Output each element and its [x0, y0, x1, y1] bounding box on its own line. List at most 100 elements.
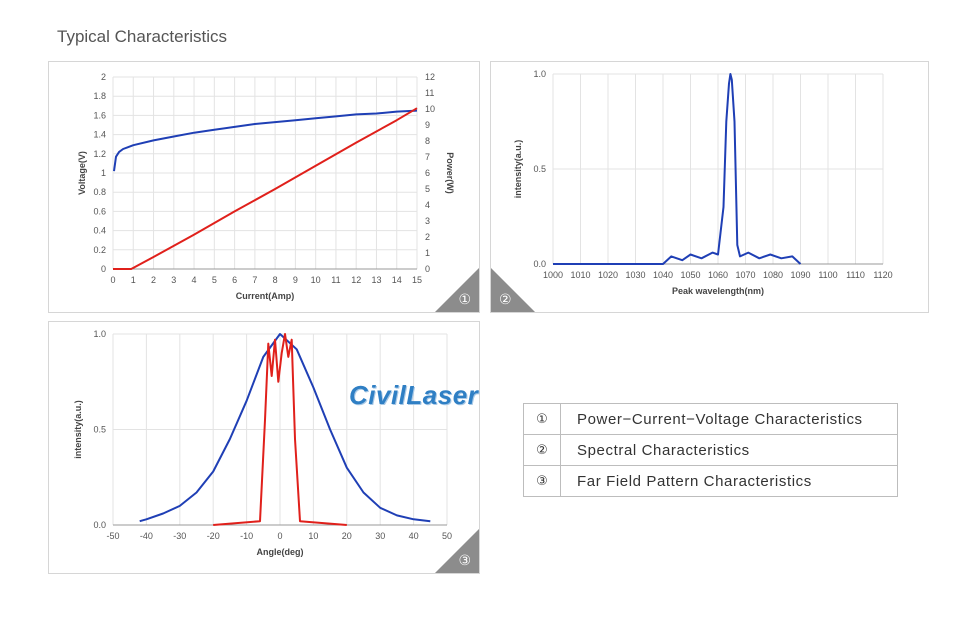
x-tick-label: 7 — [252, 275, 257, 285]
y-tick-label: 0.5 — [533, 164, 546, 174]
series-line-red — [113, 107, 418, 270]
y2-tick-label: 9 — [425, 120, 430, 130]
y-tick-label: 2 — [101, 72, 106, 82]
y-axis-title: intensity(a.u.) — [73, 400, 83, 459]
x-tick-label: 1080 — [763, 270, 783, 280]
y2-tick-label: 4 — [425, 200, 430, 210]
x-tick-label: 13 — [371, 275, 381, 285]
x-tick-label: 1060 — [708, 270, 728, 280]
x-tick-label: 8 — [273, 275, 278, 285]
x-tick-label: -50 — [106, 531, 119, 541]
y-tick-label: 1.6 — [93, 110, 106, 120]
y-tick-label: 1.0 — [533, 69, 546, 79]
x-axis-title: Peak wavelength(nm) — [672, 286, 764, 296]
series-line-blue — [553, 73, 802, 265]
x-tick-label: 6 — [232, 275, 237, 285]
x-axis-title: Current(Amp) — [236, 291, 295, 301]
x-tick-label: 1110 — [846, 270, 865, 280]
y2-tick-label: 0 — [425, 264, 430, 274]
x-tick-label: 1120 — [873, 270, 892, 280]
y2-tick-label: 2 — [425, 232, 430, 242]
x-tick-label: -30 — [173, 531, 186, 541]
x-tick-label: -20 — [207, 531, 220, 541]
x-tick-label: 20 — [342, 531, 352, 541]
series-line-blue — [113, 109, 418, 172]
x-tick-label: 1100 — [818, 270, 837, 280]
y-tick-label: 0.5 — [93, 425, 106, 435]
x-tick-label: 1030 — [625, 270, 645, 280]
y-tick-label: 0.0 — [533, 259, 546, 269]
panel-number-1: ① — [458, 292, 471, 308]
x-tick-label: 15 — [412, 275, 422, 285]
x-tick-label: 3 — [171, 275, 176, 285]
spectrum-chart-panel: 1000 1010 1020 1030 1040 1050 1060 1070 1080 1090… — [490, 61, 929, 313]
y-tick-label: 1.2 — [93, 149, 106, 159]
piv-chart-panel: 0 1 2 3 4 5 6 7 8 9 10 11 12 13 14 15 0 0.2 0.4 0.6 0.8 1 1.2 1… — [48, 61, 480, 313]
x-tick-label: 10 — [311, 275, 321, 285]
x-tick-label: 5 — [212, 275, 217, 285]
y-tick-label: 0.6 — [93, 206, 106, 216]
x-tick-label: 0 — [277, 531, 282, 541]
y-axis-title: intensity(a.u.) — [513, 140, 523, 199]
spectrum-chart: 1000 1010 1020 1030 1040 1050 1060 1070 1080 1090… — [513, 69, 893, 296]
y2-tick-label: 7 — [425, 152, 430, 162]
legend-row: ② Spectral Characteristics — [523, 434, 898, 466]
legend-label: Far Field Pattern Characteristics — [560, 465, 898, 497]
y2-tick-label: 3 — [425, 216, 430, 226]
y-tick-label: 1.8 — [93, 91, 106, 101]
x-tick-label: 1050 — [680, 270, 700, 280]
x-tick-label: 1000 — [543, 270, 563, 280]
x-tick-label: -10 — [240, 531, 253, 541]
panel-corner-marker — [491, 268, 535, 312]
legend-number: ① — [523, 403, 561, 435]
civillaser-logo-watermark: CivilLaser — [349, 380, 479, 410]
x-tick-label: 30 — [375, 531, 385, 541]
x-tick-label: 9 — [293, 275, 298, 285]
y2-tick-label: 8 — [425, 136, 430, 146]
x-tick-label: 1010 — [570, 270, 590, 280]
y2-tick-label: 5 — [425, 184, 430, 194]
legend-row: ① Power−Current−Voltage Characteristics — [523, 403, 898, 435]
x-tick-label: 2 — [151, 275, 156, 285]
x-tick-label: 1070 — [735, 270, 755, 280]
y2-tick-label: 6 — [425, 168, 430, 178]
y-axis-title: Voltage(V) — [77, 151, 87, 195]
legend-row: ③ Far Field Pattern Characteristics — [523, 465, 898, 497]
y2-tick-label: 12 — [425, 72, 435, 82]
y-tick-label: 0.2 — [93, 245, 106, 255]
y2-tick-label: 1 — [425, 248, 430, 258]
x-tick-label: 14 — [392, 275, 402, 285]
x-tick-label: 4 — [192, 275, 197, 285]
x-tick-label: 1020 — [598, 270, 618, 280]
legend-label: Spectral Characteristics — [560, 434, 898, 466]
x-tick-label: -40 — [140, 531, 153, 541]
series-line-red — [213, 333, 347, 526]
legend-number: ② — [523, 434, 561, 466]
x-tick-label: 12 — [351, 275, 361, 285]
far-field-chart: -50 -40 -30 -20 -10 0 10 20 30 40 500.00.51.0Angle… — [73, 329, 452, 557]
y-tick-label: 0.0 — [93, 520, 106, 530]
y2-tick-label: 11 — [425, 88, 434, 98]
page-title: Typical Characteristics — [57, 27, 228, 46]
series-line-blue — [139, 333, 431, 523]
y2-tick-label: 10 — [425, 104, 435, 114]
chart-legend-table: ① Power−Current−Voltage Characteristics … — [523, 403, 898, 497]
y-tick-label: 0.8 — [93, 187, 106, 197]
y2-axis-title: Power(W) — [445, 152, 455, 194]
y-tick-label: 0 — [101, 264, 106, 274]
y-tick-label: 1.4 — [93, 130, 106, 140]
y-tick-label: 1.0 — [93, 329, 106, 339]
legend-number: ③ — [523, 465, 561, 497]
y-tick-label: 0.4 — [93, 226, 106, 236]
panel-number-2: ② — [499, 292, 512, 308]
panel-number-3: ③ — [458, 553, 471, 569]
panel-corner-marker — [435, 529, 479, 573]
x-axis-title: Angle(deg) — [257, 547, 304, 557]
x-tick-label: 1040 — [653, 270, 673, 280]
far-field-chart-panel: -50 -40 -30 -20 -10 0 10 20 30 40 50 0.0 0.5 1.0 Angle… — [48, 321, 480, 574]
x-tick-label: 10 — [308, 531, 318, 541]
piv-chart: 0 1 2 3 4 5 6 7 8 9 10 11 12 13 14 1500.20.40.60.811.21… — [77, 72, 455, 301]
y-tick-label: 1 — [101, 168, 106, 178]
x-tick-label: 40 — [409, 531, 419, 541]
panel-corner-marker — [435, 268, 479, 312]
